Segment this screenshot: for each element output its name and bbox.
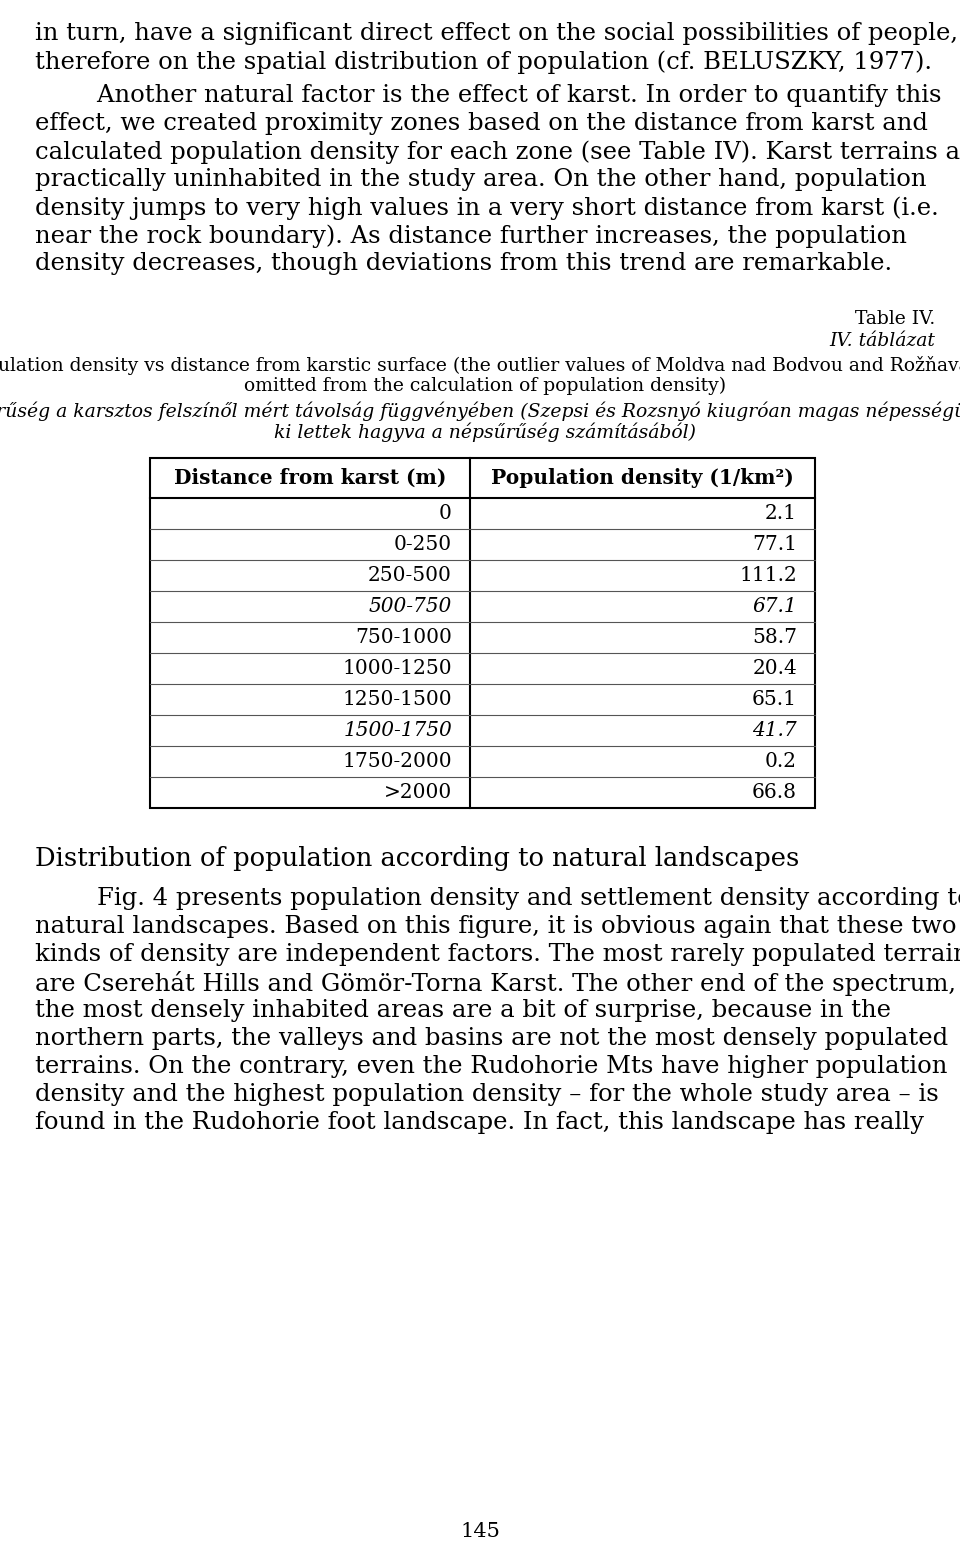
Text: density decreases, though deviations from this trend are remarkable.: density decreases, though deviations fro… [35, 252, 892, 275]
Text: 145: 145 [460, 1522, 500, 1541]
Text: Population density (1/km²): Population density (1/km²) [492, 467, 794, 487]
Text: ki lettek hagyva a népsűrűség számításából): ki lettek hagyva a népsűrűség számításáb… [274, 422, 696, 442]
Text: 2.1: 2.1 [765, 504, 797, 523]
Text: 77.1: 77.1 [752, 535, 797, 554]
Text: Distribution of population according to natural landscapes: Distribution of population according to … [35, 846, 800, 871]
Text: Fig. 4 presents population density and settlement density according to: Fig. 4 presents population density and s… [35, 886, 960, 910]
Text: Population density vs distance from karstic surface (the outlier values of Moldv: Population density vs distance from kars… [0, 356, 960, 374]
Text: are Cserehát Hills and Gömör-Torna Karst. The other end of the spectrum,: are Cserehát Hills and Gömör-Torna Karst… [35, 970, 956, 996]
Text: found in the Rudohorie foot landscape. In fact, this landscape has really: found in the Rudohorie foot landscape. I… [35, 1111, 924, 1134]
Text: 250-500: 250-500 [368, 566, 452, 585]
Text: calculated population density for each zone (see Table IV). Karst terrains are: calculated population density for each z… [35, 139, 960, 164]
Text: Distance from karst (m): Distance from karst (m) [174, 467, 446, 487]
Text: 1500-1750: 1500-1750 [344, 721, 452, 739]
Text: 1750-2000: 1750-2000 [343, 752, 452, 770]
Text: 66.8: 66.8 [752, 783, 797, 801]
Text: 750-1000: 750-1000 [355, 628, 452, 647]
Text: 58.7: 58.7 [752, 628, 797, 647]
Text: 65.1: 65.1 [752, 690, 797, 709]
Text: therefore on the spatial distribution of population (cf. BELUSZKY, 1977).: therefore on the spatial distribution of… [35, 50, 932, 74]
Text: practically uninhabited in the study area. On the other hand, population: practically uninhabited in the study are… [35, 169, 926, 190]
Text: 0.2: 0.2 [765, 752, 797, 770]
Bar [150, 458, 815, 808]
Text: 500-750: 500-750 [369, 597, 452, 616]
Text: 41.7: 41.7 [753, 721, 797, 739]
Text: omitted from the calculation of population density): omitted from the calculation of populati… [244, 377, 726, 394]
Text: the most densely inhabited areas are a bit of surprise, because in the: the most densely inhabited areas are a b… [35, 999, 891, 1021]
Text: 0: 0 [439, 504, 452, 523]
Text: in turn, have a significant direct effect on the social possibilities of people,: in turn, have a significant direct effec… [35, 22, 958, 45]
Text: 0-250: 0-250 [394, 535, 452, 554]
Text: 67.1: 67.1 [753, 597, 797, 616]
Text: Another natural factor is the effect of karst. In order to quantify this: Another natural factor is the effect of … [35, 84, 942, 107]
Text: northern parts, the valleys and basins are not the most densely populated: northern parts, the valleys and basins a… [35, 1027, 948, 1049]
Text: 1000-1250: 1000-1250 [343, 659, 452, 678]
Text: 1250-1500: 1250-1500 [343, 690, 452, 709]
Text: natural landscapes. Based on this figure, it is obvious again that these two: natural landscapes. Based on this figure… [35, 914, 956, 937]
Text: kinds of density are independent factors. The most rarely populated terrains: kinds of density are independent factors… [35, 942, 960, 965]
Text: terrains. On the contrary, even the Rudohorie Mts have higher population: terrains. On the contrary, even the Rudo… [35, 1055, 948, 1078]
Text: density and the highest population density – for the whole study area – is: density and the highest population densi… [35, 1083, 939, 1106]
Text: Table IV.: Table IV. [854, 309, 935, 328]
Text: effect, we created proximity zones based on the distance from karst and: effect, we created proximity zones based… [35, 111, 928, 135]
Text: >2000: >2000 [384, 783, 452, 801]
Text: near the rock boundary). As distance further increases, the population: near the rock boundary). As distance fur… [35, 224, 907, 248]
Text: IV. táblázat: IV. táblázat [829, 331, 935, 350]
Text: density jumps to very high values in a very short distance from karst (i.e.: density jumps to very high values in a v… [35, 196, 939, 220]
Text: 111.2: 111.2 [739, 566, 797, 585]
Text: 20.4: 20.4 [753, 659, 797, 678]
Text: Népsűrűség a karsztos felszínől mért távolság függvényében (Szepsi és Rozsnyó ki: Népsűrűség a karsztos felszínől mért táv… [0, 402, 960, 421]
